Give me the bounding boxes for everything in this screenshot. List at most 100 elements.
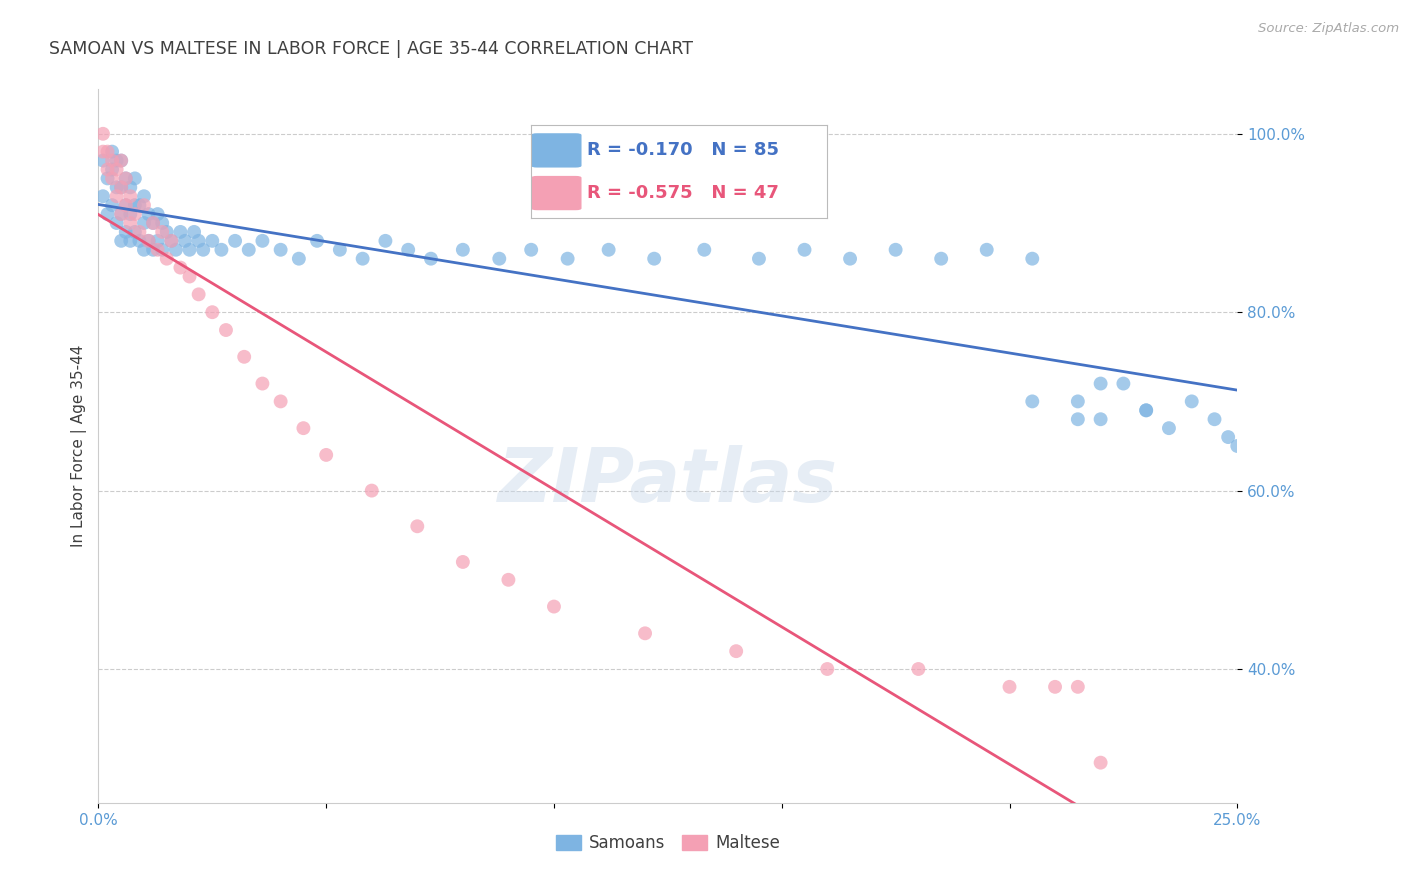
Point (1090, 376, 1112, 391)
Y-axis label: In Labor Force | Age 35-44: In Labor Force | Age 35-44 (72, 345, 87, 547)
Point (451, 243, 474, 257)
Point (1157, 421, 1180, 435)
Point (1204, 412, 1226, 426)
Point (252, 376, 274, 391)
Point (288, 252, 311, 266)
Point (201, 305, 224, 319)
Point (315, 448, 337, 462)
Point (132, 216, 155, 230)
Point (1218, 430, 1240, 444)
Point (124, 207, 146, 221)
Point (105, 153, 128, 168)
Point (929, 252, 952, 266)
Point (307, 234, 329, 248)
Point (138, 207, 160, 221)
Text: SAMOAN VS MALTESE IN LABOR FORCE | AGE 35-44 CORRELATION CHART: SAMOAN VS MALTESE IN LABOR FORCE | AGE 3… (49, 40, 693, 58)
Point (110, 234, 132, 248)
Point (101, 153, 124, 168)
Point (183, 225, 205, 239)
Point (907, 662, 929, 676)
Point (128, 234, 150, 248)
Point (96, 207, 118, 221)
Point (114, 171, 136, 186)
Point (110, 207, 132, 221)
Point (114, 198, 136, 212)
Point (1043, 680, 1066, 694)
Point (142, 243, 165, 257)
Point (329, 243, 352, 257)
Point (209, 243, 232, 257)
Point (101, 171, 124, 186)
Point (1021, 252, 1043, 266)
Point (498, 573, 520, 587)
Point (224, 234, 246, 248)
Point (165, 243, 187, 257)
Point (1135, 403, 1157, 417)
Point (96, 145, 118, 159)
Point (976, 243, 998, 257)
Point (150, 216, 173, 230)
Legend: Samoans, Maltese: Samoans, Maltese (548, 828, 787, 859)
Point (110, 180, 132, 194)
Point (451, 555, 474, 569)
Point (91, 145, 114, 159)
Point (1226, 439, 1249, 453)
Point (114, 171, 136, 186)
Point (839, 252, 862, 266)
Point (120, 189, 142, 203)
Point (1067, 394, 1090, 409)
Point (374, 234, 396, 248)
Point (128, 225, 150, 239)
Point (124, 225, 146, 239)
Point (1021, 394, 1043, 409)
Point (748, 252, 770, 266)
Point (110, 207, 132, 221)
Point (150, 243, 173, 257)
Point (150, 225, 173, 239)
Point (179, 243, 201, 257)
Point (138, 234, 160, 248)
Point (193, 243, 215, 257)
Point (215, 323, 238, 337)
Point (156, 225, 179, 239)
Point (101, 145, 124, 159)
Point (1112, 376, 1135, 391)
Point (138, 234, 160, 248)
Point (120, 234, 142, 248)
Point (233, 350, 256, 364)
Point (120, 180, 142, 194)
Point (725, 644, 748, 658)
Point (160, 234, 183, 248)
Point (96, 162, 118, 177)
Point (557, 252, 579, 266)
Point (110, 180, 132, 194)
Point (146, 243, 169, 257)
Point (1067, 680, 1090, 694)
Point (105, 189, 128, 203)
Point (101, 198, 124, 212)
Point (132, 189, 155, 203)
Point (543, 599, 565, 614)
Point (1090, 412, 1112, 426)
Point (128, 198, 150, 212)
Point (406, 519, 429, 533)
Point (101, 162, 124, 177)
Point (396, 243, 419, 257)
Point (693, 243, 716, 257)
Point (420, 252, 443, 266)
Point (132, 243, 155, 257)
Point (156, 252, 179, 266)
Point (124, 171, 146, 186)
Point (815, 662, 838, 676)
Point (91, 127, 114, 141)
Point (1067, 412, 1090, 426)
Point (187, 234, 209, 248)
Point (201, 234, 224, 248)
Point (160, 234, 183, 248)
Point (352, 252, 374, 266)
Point (91, 153, 114, 168)
Point (292, 421, 315, 435)
Point (598, 243, 620, 257)
Point (142, 216, 165, 230)
Point (124, 198, 146, 212)
